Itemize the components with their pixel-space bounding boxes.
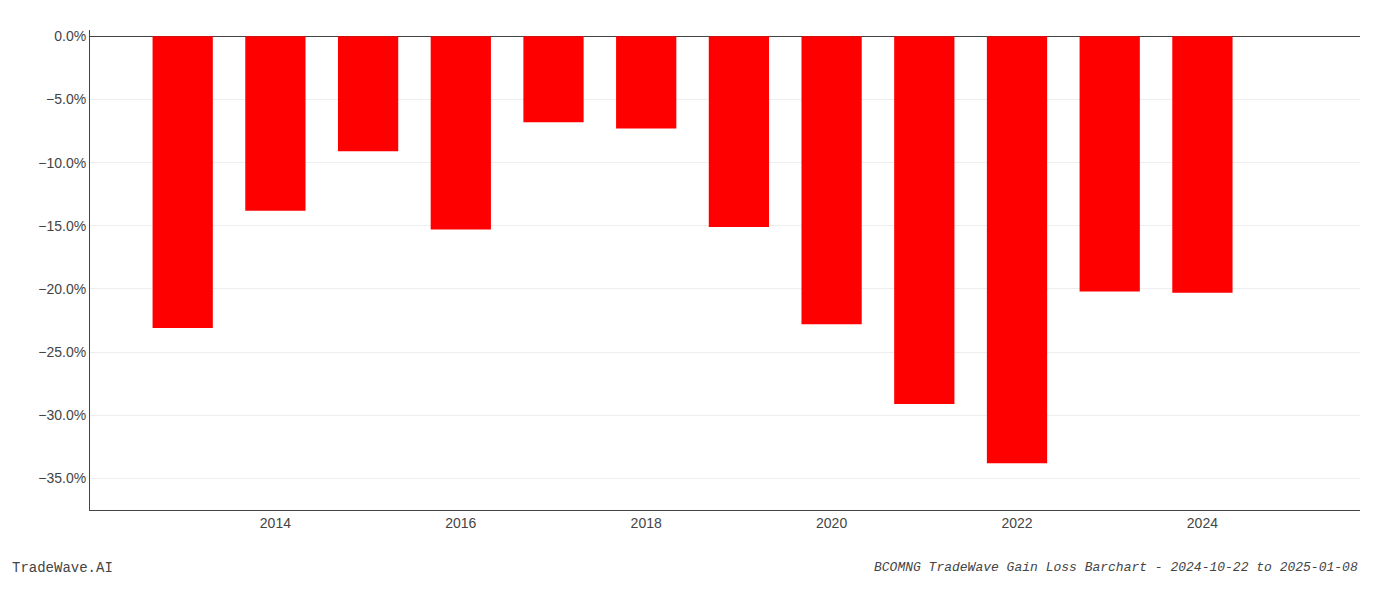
svg-text:2014: 2014 bbox=[260, 515, 291, 531]
svg-text:0.0%: 0.0% bbox=[54, 28, 86, 44]
svg-text:−10.0%: −10.0% bbox=[38, 155, 86, 171]
svg-text:2016: 2016 bbox=[445, 515, 476, 531]
svg-text:−15.0%: −15.0% bbox=[38, 218, 86, 234]
svg-text:2020: 2020 bbox=[816, 515, 847, 531]
svg-text:2024: 2024 bbox=[1187, 515, 1218, 531]
svg-text:−25.0%: −25.0% bbox=[38, 344, 86, 360]
svg-text:−30.0%: −30.0% bbox=[38, 407, 86, 423]
svg-text:2022: 2022 bbox=[1001, 515, 1032, 531]
svg-text:TradeWave.AI: TradeWave.AI bbox=[12, 560, 113, 576]
svg-text:BCOMNG TradeWave Gain Loss Bar: BCOMNG TradeWave Gain Loss Barchart - 20… bbox=[874, 560, 1358, 575]
svg-text:−5.0%: −5.0% bbox=[46, 91, 86, 107]
svg-text:−20.0%: −20.0% bbox=[38, 281, 86, 297]
svg-text:2018: 2018 bbox=[631, 515, 662, 531]
svg-text:−35.0%: −35.0% bbox=[38, 470, 86, 486]
